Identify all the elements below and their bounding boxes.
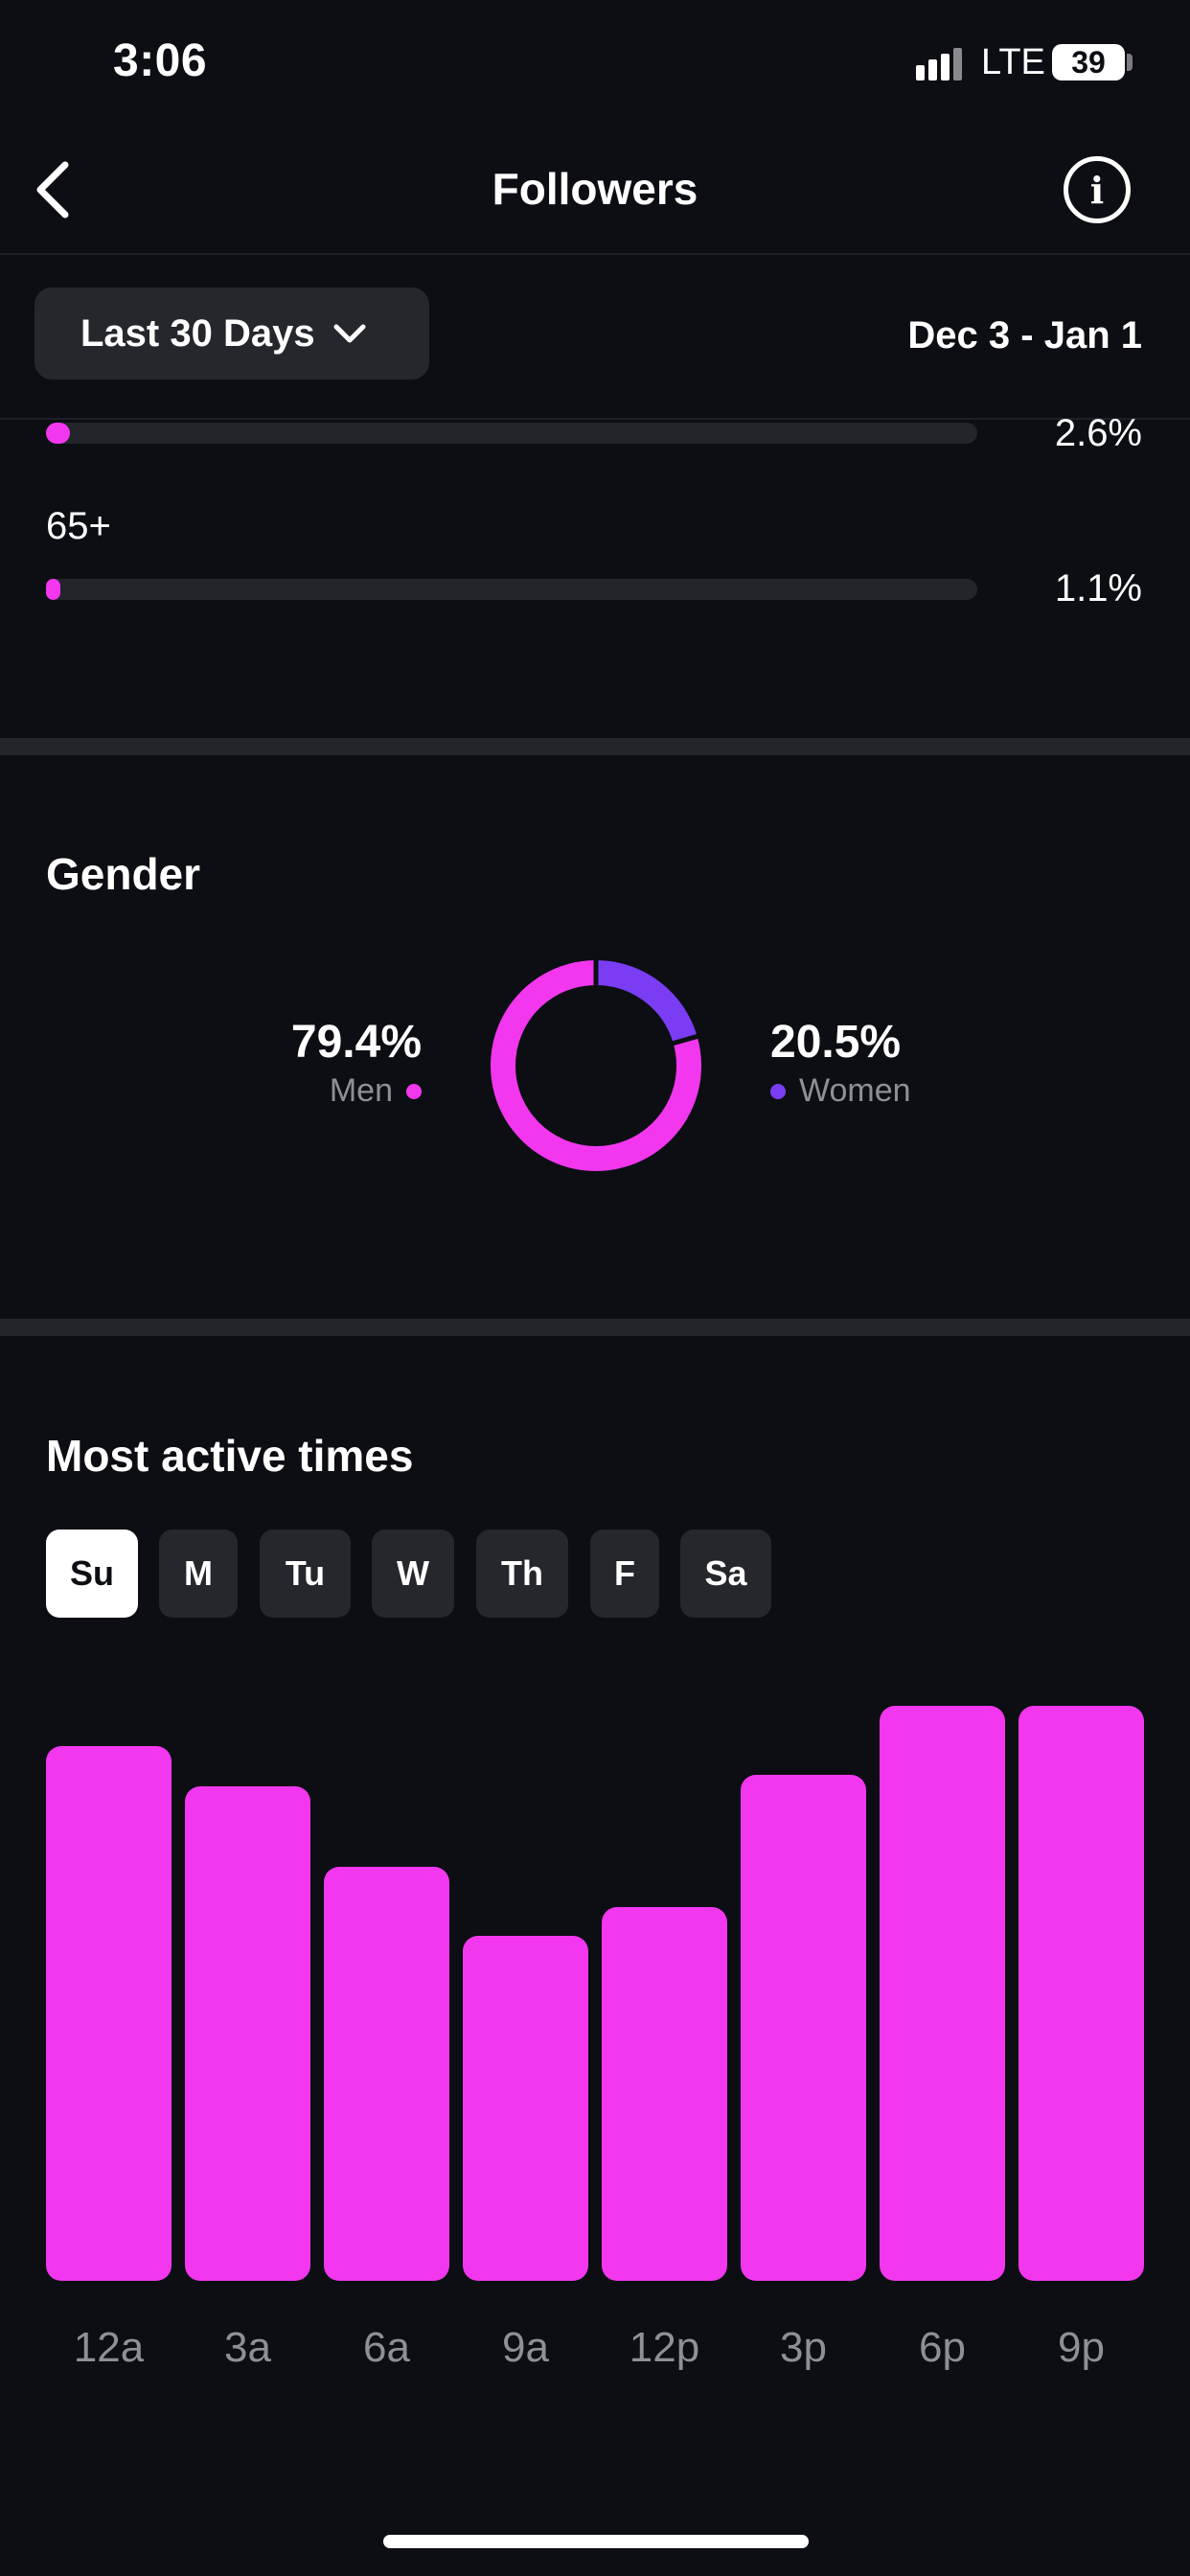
chevron-down-icon (333, 324, 366, 343)
women-dot (770, 1083, 786, 1099)
chart-bar-3p (741, 1775, 866, 2281)
battery-icon: 39 (1052, 44, 1125, 80)
section-separator (0, 738, 1190, 755)
women-label: Women (799, 1072, 911, 1109)
women-stat: 20.5% Women (770, 1016, 911, 1110)
chart-x-label: 12p (629, 2324, 699, 2371)
chart-x-label: 12a (74, 2324, 145, 2371)
gender-donut-chart (491, 958, 702, 1171)
battery-level: 39 (1071, 44, 1106, 80)
active-times-bar-chart: 12a 3a 6a 9a 12p 3p 6p 9p (46, 1706, 1144, 2371)
men-stat: 79.4% Men (291, 1016, 422, 1110)
info-icon: i (1089, 168, 1105, 212)
network-type: LTE (981, 42, 1045, 82)
chart-bar-9a (463, 1936, 588, 2281)
men-legend: Men (291, 1072, 422, 1110)
men-dot (406, 1083, 422, 1099)
battery-tip (1127, 54, 1133, 71)
chart-bar-6p (880, 1706, 1005, 2281)
most-active-times-title: Most active times (46, 1431, 414, 1481)
chart-bar-6a (324, 1867, 449, 2281)
section-separator (0, 1319, 1190, 1336)
chart-x-label: 9a (502, 2324, 549, 2371)
chart-bar-9p (1018, 1706, 1144, 2281)
date-range-text: Dec 3 - Jan 1 (907, 314, 1142, 356)
chart-x-label: 3p (780, 2324, 827, 2371)
page-title: Followers (492, 164, 698, 214)
chart-bar-3a (185, 1786, 310, 2281)
age-label: 65+ (46, 505, 111, 547)
day-chip-f[interactable]: F (590, 1530, 659, 1618)
women-percent: 20.5% (770, 1017, 902, 1068)
age-percent: 1.1% (1054, 567, 1142, 610)
age-bar-track (46, 579, 977, 600)
day-chip-su[interactable]: Su (46, 1530, 138, 1618)
day-chip-th[interactable]: Th (476, 1530, 568, 1618)
info-button[interactable]: i (1064, 156, 1131, 223)
chart-bar-12p (602, 1907, 727, 2281)
age-bar-fill (46, 579, 60, 600)
age-bar-track (46, 423, 977, 444)
signal-icon (916, 48, 964, 80)
chart-bar-12a (46, 1746, 172, 2281)
gender-title: Gender (46, 849, 201, 899)
back-button[interactable] (27, 151, 88, 228)
age-bar-fill (46, 423, 71, 444)
day-chip-tu[interactable]: Tu (260, 1530, 351, 1618)
filter-divider (0, 418, 1190, 420)
day-chip-w[interactable]: W (372, 1530, 454, 1618)
chart-x-label: 6p (919, 2324, 966, 2371)
chart-x-label: 3a (224, 2324, 271, 2371)
age-percent: 2.6% (1054, 412, 1142, 454)
chart-x-label: 6a (363, 2324, 410, 2371)
men-label: Men (329, 1072, 393, 1109)
men-percent: 79.4% (290, 1017, 422, 1068)
women-legend: Women (770, 1072, 911, 1110)
day-chip-m[interactable]: M (159, 1530, 238, 1618)
chevron-left-icon (36, 161, 69, 218)
date-range-dropdown[interactable]: Last 30 Days (34, 288, 429, 380)
status-time: 3:06 (113, 35, 208, 86)
day-chip-sa[interactable]: Sa (680, 1530, 771, 1618)
donut-men-segment (491, 960, 701, 1171)
chart-x-label: 9p (1058, 2324, 1105, 2371)
header-divider (0, 253, 1190, 255)
home-indicator (383, 2535, 809, 2548)
donut-gap-split (669, 1032, 702, 1047)
date-range-dropdown-label: Last 30 Days (80, 311, 315, 355)
